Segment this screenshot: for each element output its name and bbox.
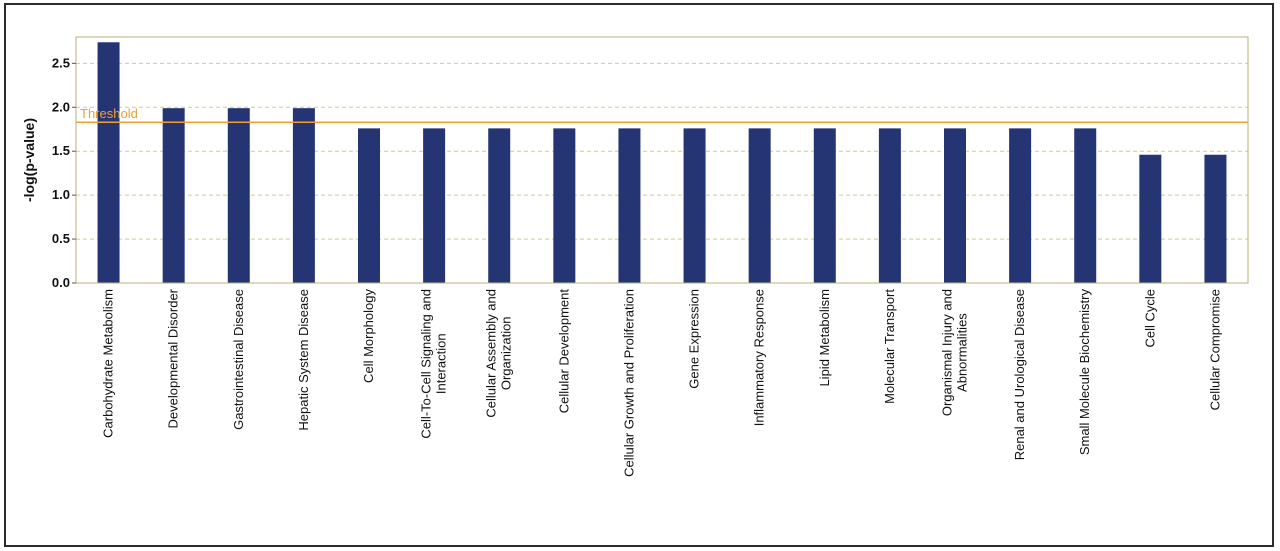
bar [423,128,446,283]
chart-frame: Threshold 0.0 0.5 1.0 1.5 2.0 2.5 Carbohydrat… [4,3,1274,547]
category-label-line: Interaction [434,333,449,394]
category-label: Small Molecule Biochemistry [1077,289,1092,456]
y-tick-label: 0.5 [52,231,70,246]
category-label: Cellular Growth and Proliferation [621,289,636,477]
category-label-line: Gastrointestinal Disease [231,289,246,430]
bar [1009,128,1032,283]
category-label-line: Abnormalities [955,313,970,392]
bar [292,108,315,284]
threshold: Threshold [76,106,1248,123]
category-label-text: Cell-To-Cell Signaling andInteraction [419,289,449,439]
category-label: Cellular Compromise [1207,289,1222,410]
category-label-text: Cellular Growth and Proliferation [621,289,636,477]
category-label-line: Organismal Injury and [940,289,955,416]
category-label-line: Renal and Urological Disease [1012,289,1027,460]
category-label: Organismal Injury andAbnormalities [940,289,970,416]
category-label-line: Cell Morphology [361,289,376,383]
category-label-text: Hepatic System Disease [296,289,311,431]
category-label-text: Gene Expression [687,289,702,389]
category-label: Gene Expression [687,289,702,389]
category-label-text: Cellular Development [556,289,571,414]
category-label-line: Cellular Growth and Proliferation [621,289,636,477]
category-label-text: Molecular Transport [882,289,897,404]
threshold-label: Threshold [80,106,138,121]
y-tick-label: 2.0 [52,99,70,114]
category-label-line: Organization [499,316,514,390]
bar-chart: Threshold 0.0 0.5 1.0 1.5 2.0 2.5 Carbohydrat… [21,36,1249,477]
category-label-text: Cellular Compromise [1207,289,1222,410]
y-tick-label: 1.5 [52,143,70,158]
bar [1204,154,1227,283]
bar [618,128,641,283]
bar [878,128,901,283]
category-label-text: Organismal Injury andAbnormalities [940,289,970,416]
bar [553,128,576,283]
category-label: Cellular Assembly andOrganization [484,289,514,418]
category-label-line: Cellular Compromise [1207,289,1222,410]
category-labels: Carbohydrate Metabolism Developmental Dis… [101,288,1223,477]
category-label-line: Hepatic System Disease [296,289,311,431]
category-label: Hepatic System Disease [296,289,311,431]
bar [1139,154,1162,283]
y-tick-label: 2.5 [52,55,70,70]
category-label-text: Cell Cycle [1142,289,1157,348]
plot-border [75,36,1249,284]
bar [97,42,120,284]
bar [358,128,380,283]
category-label-line: Cellular Development [556,289,571,414]
category-label-text: Cell Morphology [361,289,376,383]
category-label-line: Lipid Metabolism [817,289,832,387]
y-axis-label: -log(p-value) [21,118,37,202]
y-tick-label: 1.0 [52,187,70,202]
category-label-text: Developmental Disorder [166,288,181,428]
category-label-line: Cell-To-Cell Signaling and [419,289,434,439]
category-label: Cell-To-Cell Signaling andInteraction [419,289,449,439]
bar [488,128,511,283]
bar [683,128,706,283]
category-label-text: Lipid Metabolism [817,289,832,387]
category-label-line: Molecular Transport [882,289,897,404]
category-label: Renal and Urological Disease [1012,289,1027,460]
category-label: Carbohydrate Metabolism [101,289,116,438]
bars [97,42,1227,284]
category-label: Cell Cycle [1142,289,1157,348]
category-label-text: Renal and Urological Disease [1012,289,1027,460]
bar [813,128,836,283]
category-label: Developmental Disorder [166,288,181,428]
category-label-text: Inflammatory Response [752,289,767,426]
category-label-text: Carbohydrate Metabolism [101,289,116,438]
category-label-line: Inflammatory Response [752,289,767,426]
bar [748,128,771,283]
bar [944,128,966,283]
bar [227,108,250,284]
category-label-line: Cell Cycle [1142,289,1157,348]
category-label-line: Small Molecule Biochemistry [1077,289,1092,456]
category-label-line: Carbohydrate Metabolism [101,289,116,438]
bar [1074,128,1097,283]
category-label: Molecular Transport [882,289,897,404]
category-label-text: Cellular Assembly andOrganization [484,289,514,418]
category-label-line: Gene Expression [687,289,702,389]
category-label: Gastrointestinal Disease [231,289,246,430]
category-label-line: Cellular Assembly and [484,289,499,418]
category-label: Lipid Metabolism [817,289,832,387]
category-label: Cell Morphology [361,289,376,383]
bar [162,108,185,284]
y-tick-label: 0.0 [52,275,70,290]
gridlines [76,62,1248,240]
category-label-text: Gastrointestinal Disease [231,289,246,430]
axes: 0.0 0.5 1.0 1.5 2.0 2.5 [52,36,1249,290]
category-label-text: Small Molecule Biochemistry [1077,289,1092,456]
category-label: Inflammatory Response [752,289,767,426]
category-label: Cellular Development [556,289,571,414]
category-label-line: Developmental Disorder [166,288,181,428]
